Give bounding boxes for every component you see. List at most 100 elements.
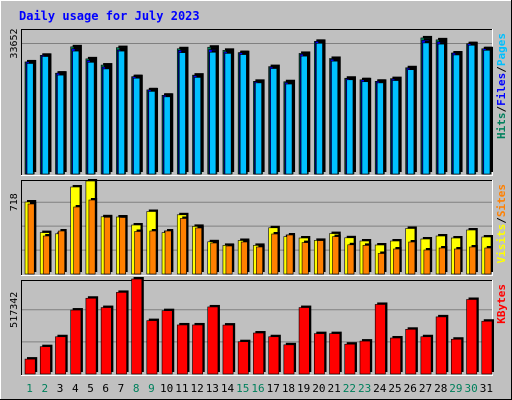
- sites-bar-face: [88, 199, 96, 275]
- kbytes-bar: [192, 322, 205, 375]
- kbytes-bar-face: [237, 341, 249, 375]
- sites-bar: [377, 251, 387, 275]
- sites-bar-face: [454, 248, 461, 275]
- sites-bar: [210, 241, 219, 275]
- pages-bar-face: [57, 74, 64, 175]
- pages-bar-face: [87, 62, 95, 175]
- sites-bar-face: [210, 242, 218, 275]
- sites-bar: [469, 245, 478, 275]
- kbytes-bar-face: [298, 307, 310, 375]
- hits-panel-legend-item: Files: [495, 73, 508, 106]
- sites-bar: [332, 234, 341, 275]
- sites-bar-face: [195, 227, 203, 275]
- sites-bar-face: [134, 231, 142, 275]
- pages-bar: [346, 77, 355, 175]
- kbytes-bar: [100, 305, 114, 375]
- pages-bar-face: [422, 42, 430, 175]
- pages-bar-face: [133, 77, 141, 175]
- sites-bar: [119, 215, 128, 275]
- day-label: 16: [251, 382, 264, 395]
- pages-bar: [453, 52, 462, 175]
- kbytes-bar-face: [207, 306, 219, 375]
- kbytes-bar: [55, 334, 68, 375]
- kbytes-bar: [451, 337, 464, 375]
- sites-bar-face: [484, 247, 492, 275]
- sites-bar-face: [347, 244, 355, 275]
- pages-bar-face: [361, 81, 369, 175]
- pages-bar-face: [315, 43, 323, 175]
- pages-bar: [468, 43, 477, 175]
- kbytes-bar-face: [253, 332, 264, 375]
- sites-bar: [58, 229, 67, 275]
- pages-bar: [270, 66, 279, 175]
- sites-bar: [316, 238, 326, 275]
- pages-bar: [331, 59, 340, 175]
- pages-bar: [148, 89, 158, 175]
- kbytes-bar: [176, 322, 190, 375]
- chart-title: Daily usage for July 2023: [19, 9, 200, 23]
- pages-bar: [178, 50, 188, 175]
- sites-bar-face: [225, 245, 233, 275]
- kbytes-bar-face: [55, 336, 66, 375]
- kbytes-bar: [268, 334, 281, 375]
- sites-bar: [256, 245, 265, 275]
- hits-panel-legend-item: /: [495, 106, 508, 113]
- kbytes-bar: [344, 342, 357, 375]
- sites-bar-face: [119, 217, 126, 275]
- chart-panels: 33652Hits/Files/Pages718Visits/Sites5173…: [9, 28, 508, 376]
- pages-bar: [483, 48, 492, 175]
- kbytes-bar-face: [268, 336, 280, 375]
- day-label: 20: [312, 382, 325, 395]
- kbytes-bar-face: [313, 333, 325, 375]
- sites-bar-face: [271, 233, 279, 275]
- kbytes-bar: [116, 290, 129, 375]
- kbytes-panel-y-tick-label: 517342: [9, 292, 20, 328]
- kbytes-bar: [131, 277, 144, 375]
- kbytes-bar: [329, 331, 342, 375]
- pages-bar-face: [331, 60, 339, 175]
- kbytes-bar-face: [359, 340, 371, 375]
- sites-bar: [88, 198, 98, 275]
- pages-bar: [72, 49, 81, 175]
- sites-bar-face: [332, 236, 340, 275]
- visits-panel-legend-item: Sites: [495, 184, 508, 217]
- kbytes-bar-face: [39, 346, 51, 375]
- kbytes-bar-face: [222, 324, 234, 375]
- kbytes-bar-face: [329, 333, 341, 375]
- sites-bar-face: [256, 246, 263, 275]
- sites-bar-face: [149, 230, 157, 275]
- pages-bar: [163, 94, 173, 175]
- day-label: 30: [465, 382, 478, 395]
- pages-bar-face: [300, 55, 308, 175]
- visits-panel-y-tick-label: 718: [9, 193, 20, 211]
- pages-bar: [361, 79, 371, 175]
- day-label: 4: [72, 382, 79, 395]
- day-label: 29: [449, 382, 462, 395]
- sites-bar: [408, 240, 417, 275]
- sites-bar-face: [58, 230, 65, 275]
- sites-bar-face: [423, 249, 431, 275]
- kbytes-bar: [222, 323, 236, 375]
- kbytes-bar: [237, 339, 251, 375]
- kbytes-bar-face: [374, 304, 386, 375]
- kbytes-bar-face: [466, 299, 478, 375]
- day-label: 21: [328, 382, 341, 395]
- pages-bar-face: [239, 54, 247, 175]
- pages-bar: [41, 54, 51, 175]
- kbytes-bar-face: [100, 307, 112, 375]
- kbytes-bar: [374, 302, 388, 375]
- sites-bar: [134, 229, 143, 275]
- sites-bar: [42, 234, 52, 275]
- sites-bar-face: [316, 240, 324, 275]
- day-label: 10: [160, 382, 173, 395]
- pages-bar-face: [118, 50, 125, 175]
- sites-bar: [103, 215, 113, 275]
- sites-bar-face: [179, 218, 187, 275]
- sites-bar-face: [42, 235, 50, 275]
- day-label: 18: [282, 382, 295, 395]
- sites-bar-face: [362, 245, 370, 275]
- kbytes-panel-legend-item: KBytes: [495, 284, 508, 324]
- sites-bar: [423, 248, 433, 275]
- day-label: 27: [419, 382, 432, 395]
